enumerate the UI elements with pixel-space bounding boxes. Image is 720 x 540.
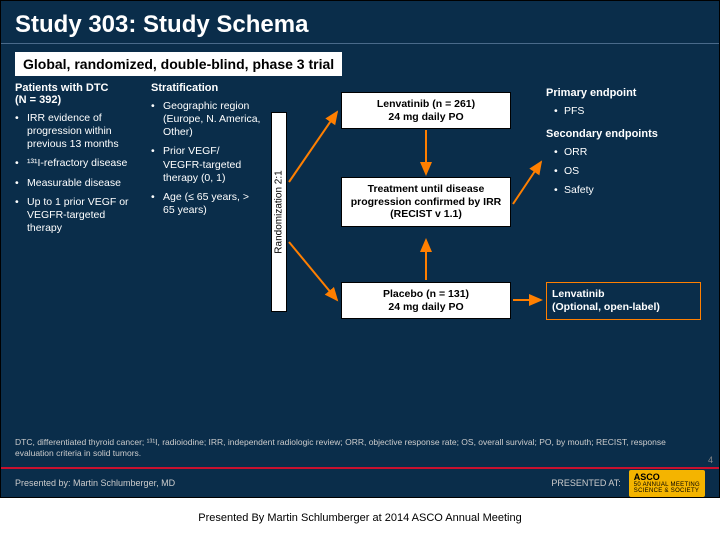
page-number: 4: [708, 455, 713, 465]
secondary-endpoint-list: ORR OS Safety: [546, 146, 706, 197]
optional-lenvatinib-box: Lenvatinib (Optional, open-label): [546, 282, 701, 320]
secondary-endpoint-item: Safety: [546, 184, 706, 197]
secondary-endpoint-title: Secondary endpoints: [546, 128, 706, 140]
slide-subtitle: Global, randomized, double-blind, phase …: [15, 52, 342, 76]
stratification-item: Age (≤ 65 years, > 65 years): [151, 191, 261, 217]
presenter-bar: Presented by: Martin Schlumberger, MD PR…: [1, 467, 719, 497]
schema-content: Patients with DTC (N = 392) IRR evidence…: [1, 82, 719, 412]
progression-box: Treatment until disease progression conf…: [341, 177, 511, 227]
stratification-item: Prior VEGF/ VEGFR-targeted therapy (0, 1…: [151, 145, 261, 184]
stratification-title: Stratification: [151, 82, 261, 94]
asco-logo-sub: 50 ANNUAL MEETING: [634, 482, 700, 488]
primary-endpoint-list: PFS: [546, 105, 706, 118]
stratification-column: Stratification Geographic region (Europe…: [151, 82, 261, 223]
arm-lenvatinib-box: Lenvatinib (n = 261) 24 mg daily PO: [341, 92, 511, 129]
patients-item: Up to 1 prior VEGF or VEGFR-targeted the…: [15, 196, 135, 235]
patients-list: IRR evidence of progression within previ…: [15, 112, 135, 235]
patients-item: ¹³¹I-refractory disease: [15, 157, 135, 170]
presenter-name: Presented by: Martin Schlumberger, MD: [15, 478, 175, 488]
secondary-endpoint-item: OS: [546, 165, 706, 178]
stratification-item: Geographic region (Europe, N. America, O…: [151, 100, 261, 139]
asco-logo-tag: SCIENCE & SOCIETY: [634, 488, 700, 494]
patients-item: Measurable disease: [15, 177, 135, 190]
slide-title: Study 303: Study Schema: [1, 1, 719, 44]
randomization-box: Randomization 2:1: [271, 112, 287, 312]
primary-endpoint-item: PFS: [546, 105, 706, 118]
slide: Study 303: Study Schema Global, randomiz…: [0, 0, 720, 498]
endpoints-column: Primary endpoint PFS Secondary endpoints…: [546, 87, 706, 204]
patients-title: Patients with DTC (N = 392): [15, 82, 135, 106]
primary-endpoint-title: Primary endpoint: [546, 87, 706, 99]
patients-item: IRR evidence of progression within previ…: [15, 112, 135, 151]
asco-logo: ASCO 50 ANNUAL MEETING SCIENCE & SOCIETY: [629, 470, 705, 497]
arm-placebo-text: Placebo (n = 131) 24 mg daily PO: [383, 288, 469, 313]
arm-lenvatinib-text: Lenvatinib (n = 261) 24 mg daily PO: [377, 98, 475, 123]
stratification-list: Geographic region (Europe, N. America, O…: [151, 100, 261, 217]
patients-column: Patients with DTC (N = 392) IRR evidence…: [15, 82, 135, 241]
slide-caption: Presented By Martin Schlumberger at 2014…: [0, 498, 720, 524]
presented-at-label: PRESENTED AT:: [551, 478, 620, 488]
secondary-endpoint-item: ORR: [546, 146, 706, 159]
footnote-text: DTC, differentiated thyroid cancer; ¹³¹I…: [15, 437, 705, 459]
randomization-label: Randomization 2:1: [274, 170, 285, 253]
asco-logo-main: ASCO: [634, 472, 660, 482]
progression-text: Treatment until disease progression conf…: [351, 183, 502, 220]
arm-placebo-box: Placebo (n = 131) 24 mg daily PO: [341, 282, 511, 319]
